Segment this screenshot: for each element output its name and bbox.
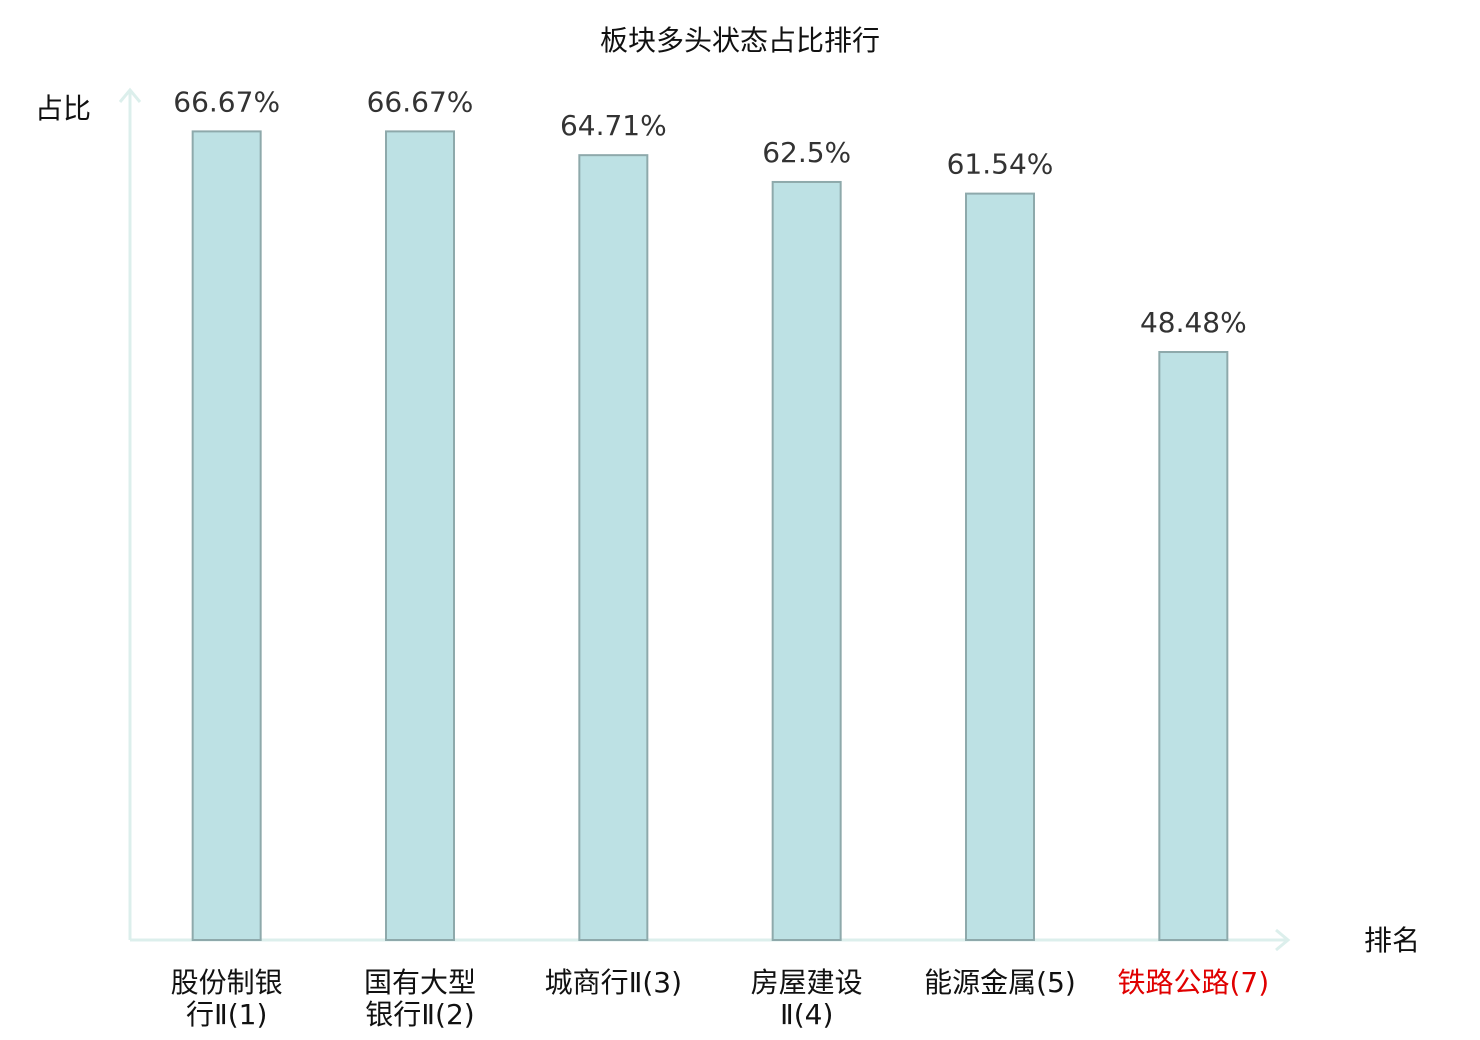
value-label: 64.71% — [560, 109, 667, 142]
bar — [385, 130, 455, 942]
chart-title: 板块多头状态占比排行 — [600, 24, 880, 57]
x-tick-label: 能源金属(5) — [924, 966, 1076, 999]
x-tick-label: 国有大型 — [364, 966, 476, 999]
x-tick-label: Ⅱ(4) — [780, 998, 833, 1031]
y-axis-arrow — [118, 87, 142, 103]
x-tick-label: 银行Ⅱ(2) — [365, 998, 474, 1031]
value-label: 66.67% — [173, 85, 280, 118]
bar — [771, 180, 842, 941]
value-label: 61.54% — [947, 148, 1054, 181]
y-axis-label: 占比 — [35, 92, 91, 125]
axes — [118, 87, 1291, 952]
value-label: 48.48% — [1140, 306, 1247, 339]
x-tick-label: 行Ⅱ(1) — [186, 998, 267, 1031]
x-tick-label: 房屋建设 — [751, 966, 863, 999]
bar — [578, 154, 649, 941]
x-axis-arrow — [1275, 928, 1291, 952]
value-label: 62.5% — [762, 136, 851, 169]
x-tick-label: 城商行Ⅱ(3) — [545, 966, 682, 999]
bar — [965, 192, 1035, 941]
bar — [191, 130, 262, 942]
x-axis-label: 排名 — [1364, 924, 1420, 957]
value-label: 66.67% — [367, 85, 474, 118]
x-tick-label: 铁路公路(7) — [1117, 966, 1269, 999]
bar — [1158, 351, 1229, 942]
x-tick-label: 股份制银 — [171, 966, 283, 999]
